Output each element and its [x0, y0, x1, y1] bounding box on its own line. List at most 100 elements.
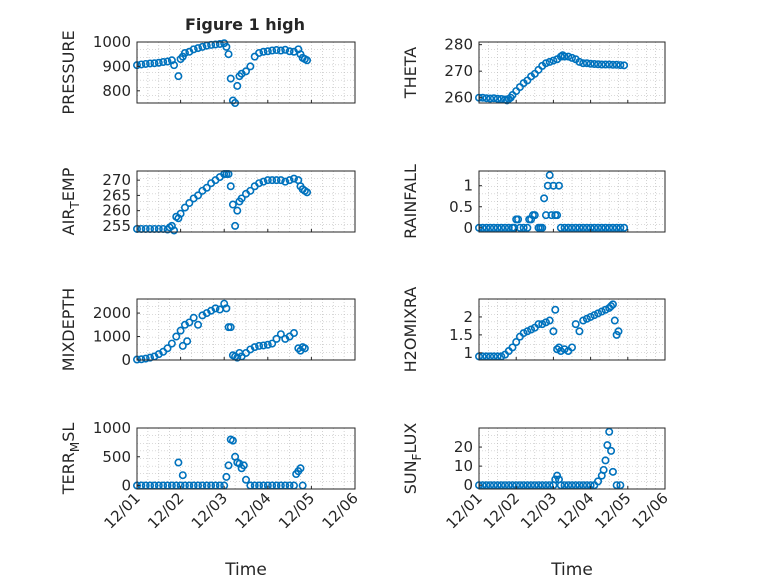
data-point [523, 481, 532, 490]
y-tick-label: 1000 [93, 328, 131, 346]
data-point [154, 58, 163, 67]
data-point [268, 176, 277, 185]
data-point [226, 74, 235, 83]
axes-box [136, 427, 356, 490]
data-point [530, 211, 539, 220]
data-point [553, 211, 562, 220]
data-point [224, 50, 233, 59]
y-tick-label: 10 [454, 457, 473, 475]
data-point [527, 481, 536, 490]
data-point [549, 327, 558, 336]
data-point [534, 320, 543, 329]
y-axis-label-rest: SL [59, 423, 78, 442]
data-point [620, 61, 629, 70]
data-point [614, 327, 623, 336]
data-point [272, 334, 281, 343]
series-points [474, 171, 629, 232]
figure-title: Figure 1 high [185, 15, 305, 34]
data-point [601, 60, 610, 69]
data-point [211, 40, 220, 49]
data-point [172, 332, 181, 341]
data-point [601, 223, 610, 232]
data-point [185, 199, 194, 208]
data-point [501, 481, 510, 490]
data-point [159, 58, 168, 67]
subplot-5: 0 1000 2000 MIXDEPTH [59, 288, 356, 371]
data-point [178, 471, 187, 480]
data-point [523, 223, 532, 232]
data-point [246, 62, 255, 71]
y-tick-label: 1 [463, 177, 473, 195]
data-point [545, 481, 554, 490]
axes-box [136, 41, 356, 104]
data-point [176, 209, 185, 218]
series-points [474, 427, 625, 490]
axes-box [478, 170, 666, 233]
y-axis-label-main: RAINFALL [401, 164, 420, 239]
data-point [272, 176, 281, 185]
data-point [620, 223, 629, 232]
data-point [512, 338, 521, 347]
y-tick-label: 255 [102, 217, 131, 235]
data-point [215, 39, 224, 48]
data-point [556, 481, 565, 490]
data-point [272, 46, 281, 55]
data-point [616, 481, 625, 490]
data-point [259, 341, 268, 350]
data-point [534, 481, 543, 490]
data-point [268, 46, 277, 55]
data-point [601, 456, 610, 465]
data-point [170, 226, 179, 235]
y-tick-label: 500 [102, 448, 131, 466]
y-tick-label: 2 [463, 308, 473, 326]
data-point [545, 171, 554, 180]
data-point [255, 341, 264, 350]
data-point [137, 355, 146, 364]
x-axis-label: Time [550, 560, 593, 580]
series-points [133, 299, 309, 364]
x-tick-label: 12/02 [144, 489, 187, 532]
data-point [519, 223, 528, 232]
data-point [530, 481, 539, 490]
axes-box [478, 298, 666, 361]
data-point [276, 330, 285, 339]
data-point [226, 182, 235, 191]
data-point [579, 223, 588, 232]
data-point [554, 181, 563, 190]
data-point [582, 59, 591, 68]
data-point [281, 177, 290, 186]
data-point [582, 481, 591, 490]
data-point [605, 427, 614, 436]
data-point [250, 343, 259, 352]
y-axis-label: THETA [401, 47, 420, 99]
data-point [268, 339, 277, 348]
data-point [300, 344, 309, 353]
x-tick-label: 12/01 [443, 489, 486, 532]
y-axis-label-rest: EMP [59, 167, 78, 201]
data-point [515, 481, 524, 490]
data-point [233, 206, 242, 215]
data-point [255, 48, 264, 57]
data-point [150, 59, 159, 68]
data-point [141, 59, 150, 68]
x-tick-label: 12/05 [591, 489, 634, 532]
data-point [612, 481, 621, 490]
data-point [222, 472, 231, 481]
data-point [586, 59, 595, 68]
data-point [176, 326, 185, 335]
y-axis-label-main: MIXDEPTH [59, 288, 78, 371]
y-tick-label: 260 [102, 202, 131, 220]
data-point [259, 47, 268, 56]
y-axis-label-main: H2OMIXRA [401, 287, 420, 373]
grid [478, 428, 666, 489]
data-point [137, 60, 146, 69]
data-point [263, 176, 272, 185]
data-point [549, 181, 558, 190]
data-point [605, 60, 614, 69]
x-tick-label: 12/03 [188, 489, 231, 532]
data-point [575, 223, 584, 232]
data-point [202, 183, 211, 192]
y-tick-label: 1000 [93, 419, 131, 437]
data-point [482, 223, 491, 232]
y-tick-label: 900 [102, 57, 131, 75]
